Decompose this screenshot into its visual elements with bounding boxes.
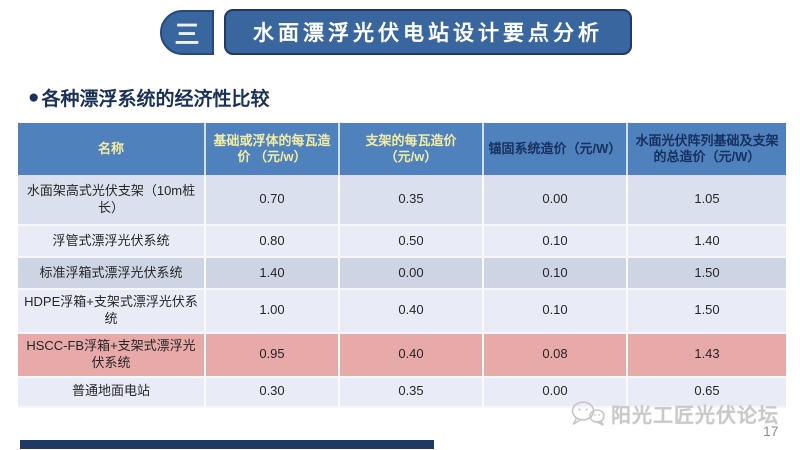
subtitle-text: 各种漂浮系统的经济性比较: [41, 89, 270, 110]
footer-bar: [20, 440, 434, 449]
cell-value: 1.00: [205, 289, 340, 334]
section-number-label: 三: [174, 21, 200, 49]
cell-name: 水面架高式光伏支架（10m桩长）: [18, 175, 206, 226]
cell-name: 标准浮箱式漂浮光伏系统: [18, 257, 206, 290]
cell-name: HDPE浮箱+支架式漂浮光伏系统: [18, 289, 206, 334]
cell-value: 0.10: [483, 289, 628, 334]
column-header-total-cost: 水面光伏阵列基础及支架的总造价（元/W）: [627, 123, 786, 175]
cell-value: 0.35: [339, 376, 484, 408]
cell-value: 0.10: [483, 257, 628, 290]
watermark: 阳光工匠光伏论坛: [570, 399, 779, 428]
cell-value: 0.50: [339, 225, 484, 258]
table-row: HDPE浮箱+支架式漂浮光伏系统 1.00 0.40 0.10 1.50: [18, 289, 786, 334]
cell-value: 0.10: [483, 225, 628, 258]
table-row-highlighted: HSCC-FB浮箱+支架式漂浮光伏系统 0.95 0.40 0.08 1.43: [18, 332, 786, 378]
page-number: 17: [763, 423, 779, 439]
column-header-float-cost: 基础或浮体的每瓦造价 （元/w）: [205, 123, 340, 175]
cell-value: 0.00: [483, 175, 628, 226]
column-header-name: 名称: [18, 123, 206, 175]
wechat-icon: [570, 400, 606, 427]
cell-value: 1.43: [627, 332, 786, 378]
cell-value: 0.65: [627, 376, 786, 408]
table-row: 标准浮箱式漂浮光伏系统 1.40 0.00 0.10 1.50: [18, 257, 786, 290]
watermark-text: 阳光工匠光伏论坛: [611, 405, 779, 427]
cell-value: 1.40: [627, 225, 786, 258]
cell-value: 1.40: [205, 257, 340, 290]
cell-value: 0.40: [339, 332, 484, 378]
cell-value: 1.50: [627, 289, 786, 334]
cell-value: 0.00: [483, 376, 628, 408]
bullet-icon: ●: [28, 87, 40, 108]
table-header: 名称 基础或浮体的每瓦造价 （元/w） 支架的每瓦造价 （元/w） 锚固系统造价…: [18, 123, 786, 175]
cell-value: 0.00: [339, 257, 484, 290]
table-body: 水面架高式光伏支架（10m桩长） 0.70 0.35 0.00 1.05 浮管式…: [18, 175, 786, 408]
cell-value: 0.40: [339, 289, 484, 334]
cell-value: 0.70: [205, 175, 340, 226]
cell-name: HSCC-FB浮箱+支架式漂浮光伏系统: [18, 332, 206, 378]
cell-value: 1.05: [627, 175, 786, 226]
cell-name: 普通地面电站: [18, 376, 206, 408]
table-row: 普通地面电站 0.30 0.35 0.00 0.65: [18, 376, 786, 408]
table-row: 水面架高式光伏支架（10m桩长） 0.70 0.35 0.00 1.05: [18, 175, 786, 226]
comparison-table: 名称 基础或浮体的每瓦造价 （元/w） 支架的每瓦造价 （元/w） 锚固系统造价…: [18, 123, 786, 408]
header-row: 名称 基础或浮体的每瓦造价 （元/w） 支架的每瓦造价 （元/w） 锚固系统造价…: [18, 123, 786, 175]
cell-value: 0.30: [205, 376, 340, 408]
cell-value: 0.35: [339, 175, 484, 226]
subtitle-row: ● 各种漂浮系统的经济性比较: [28, 84, 270, 111]
section-number-badge: 三: [160, 10, 214, 55]
column-header-rack-cost: 支架的每瓦造价 （元/w）: [339, 123, 484, 175]
cell-value: 0.95: [205, 332, 340, 378]
cell-value: 0.08: [483, 332, 628, 378]
cell-name: 浮管式漂浮光伏系统: [18, 225, 206, 258]
column-header-anchor-cost: 锚固系统造价（元/W）: [483, 123, 628, 175]
slide-title: 水面漂浮光伏电站设计要点分析: [253, 21, 603, 45]
title-banner: 水面漂浮光伏电站设计要点分析: [224, 9, 632, 55]
table-row: 浮管式漂浮光伏系统 0.80 0.50 0.10 1.40: [18, 225, 786, 258]
cell-value: 0.80: [205, 225, 340, 258]
cell-value: 1.50: [627, 257, 786, 290]
